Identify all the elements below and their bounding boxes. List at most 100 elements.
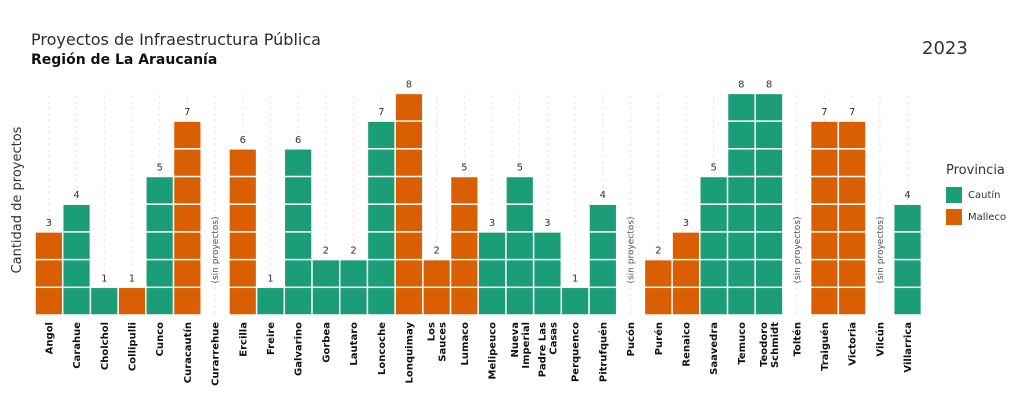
waffle-cell bbox=[146, 204, 173, 232]
waffle-cell bbox=[534, 288, 561, 315]
waffle-cell bbox=[589, 232, 616, 259]
x-tick-label: Lautaro bbox=[349, 322, 360, 366]
x-tick-label: Saavedra bbox=[709, 322, 720, 375]
waffle-cell bbox=[811, 232, 838, 259]
waffle-cell bbox=[728, 232, 755, 259]
x-tick-label: TeodoroSchmidt bbox=[759, 322, 781, 368]
waffle-cell bbox=[174, 121, 201, 149]
waffle-cell bbox=[35, 260, 62, 287]
data-label: 6 bbox=[295, 135, 301, 146]
x-tick-label: Curarrehue bbox=[211, 322, 222, 386]
x-tick-label: NuevaImperial bbox=[510, 322, 532, 369]
waffle-cell bbox=[894, 288, 921, 315]
x-tick-label: Curacautín bbox=[182, 322, 194, 383]
x-tick-label: Gorbea bbox=[321, 322, 332, 363]
legend-title: Provincia bbox=[946, 163, 1005, 178]
waffle-cell bbox=[534, 260, 561, 287]
waffle-cell bbox=[506, 204, 533, 232]
data-label: 5 bbox=[517, 163, 523, 174]
waffle-cell bbox=[423, 260, 450, 287]
x-tick-label: Padre LasCasas bbox=[537, 322, 559, 377]
waffle-cell bbox=[672, 288, 700, 315]
waffle-cell bbox=[229, 149, 256, 176]
waffle-cell bbox=[755, 204, 783, 232]
data-label: 1 bbox=[267, 273, 273, 284]
waffle-cell bbox=[506, 177, 533, 204]
x-tick-label: Lumaco bbox=[460, 322, 471, 366]
waffle-cell bbox=[672, 232, 700, 259]
waffle-cell bbox=[755, 177, 783, 204]
waffle-cell bbox=[146, 260, 173, 287]
waffle-cell bbox=[368, 288, 395, 315]
data-label: 5 bbox=[156, 163, 162, 174]
data-label: 8 bbox=[766, 79, 772, 90]
waffle-cell bbox=[728, 177, 755, 204]
waffle-cell bbox=[63, 288, 90, 315]
waffle-cell bbox=[63, 260, 90, 287]
waffle-cell bbox=[811, 121, 838, 149]
waffle-cell bbox=[368, 260, 395, 287]
waffle-cell bbox=[174, 149, 201, 176]
waffle-cell bbox=[894, 260, 921, 287]
waffle-cell bbox=[811, 260, 838, 287]
data-label: 2 bbox=[323, 246, 329, 257]
waffle-cell bbox=[229, 177, 256, 204]
waffle-cell bbox=[395, 260, 423, 287]
waffle-cell bbox=[728, 260, 755, 287]
waffle-cell bbox=[35, 232, 62, 259]
waffle-cell bbox=[755, 94, 783, 121]
data-label: 8 bbox=[406, 79, 412, 90]
waffle-cell bbox=[700, 232, 727, 259]
legend: Provincia Cautín Malleco bbox=[946, 163, 1006, 228]
no-data-label: (sin proyectos) bbox=[627, 216, 637, 283]
waffle-cell bbox=[285, 288, 312, 315]
waffle-cell bbox=[589, 288, 616, 315]
x-tick-label: Loncoche bbox=[377, 322, 388, 375]
data-label: 5 bbox=[461, 163, 467, 174]
waffle-cell bbox=[562, 288, 589, 315]
x-tick-label: Victoria bbox=[848, 322, 859, 366]
year-label: 2023 bbox=[922, 38, 968, 59]
waffle-cell bbox=[35, 288, 62, 315]
waffle-cell bbox=[340, 288, 367, 315]
x-tick-label: Traiguén bbox=[819, 322, 831, 371]
chart-subtitle: Región de La Araucanía bbox=[31, 52, 218, 68]
waffle-cell bbox=[672, 260, 700, 287]
data-label: 4 bbox=[73, 190, 79, 201]
data-label: 2 bbox=[350, 246, 356, 257]
waffle-cell bbox=[506, 232, 533, 259]
waffle-cell bbox=[811, 177, 838, 204]
waffle-cell bbox=[755, 260, 783, 287]
waffle-cell bbox=[229, 260, 256, 287]
data-label: 6 bbox=[240, 135, 246, 146]
data-label: 1 bbox=[572, 273, 578, 284]
legend-swatch-cautin bbox=[946, 187, 962, 203]
waffle-cell bbox=[118, 288, 146, 315]
waffle-cell bbox=[839, 177, 866, 204]
x-tick-label: Freire bbox=[266, 322, 277, 355]
x-tick-label: Galvarino bbox=[294, 322, 305, 376]
waffle-cell bbox=[894, 232, 921, 259]
waffle-cell bbox=[174, 204, 201, 232]
waffle-cell bbox=[451, 260, 478, 287]
waffle-cell bbox=[146, 177, 173, 204]
data-label: 1 bbox=[129, 273, 135, 284]
legend-item-cautin: Cautín bbox=[946, 184, 1006, 206]
x-tick-label: Cholchol bbox=[100, 322, 111, 370]
waffle-cell bbox=[368, 121, 395, 149]
x-tick-label: Vilcún bbox=[874, 322, 886, 357]
x-tick-label: Lonquimay bbox=[404, 322, 415, 384]
waffle-cell bbox=[146, 232, 173, 259]
data-label: 5 bbox=[710, 163, 716, 174]
waffle-cell bbox=[728, 149, 755, 176]
waffle-cell bbox=[368, 177, 395, 204]
waffle-cell bbox=[229, 288, 256, 315]
waffle-cell bbox=[174, 260, 201, 287]
waffle-cell bbox=[63, 232, 90, 259]
data-label: 3 bbox=[683, 218, 689, 229]
x-tick-label: Temuco bbox=[737, 322, 748, 365]
waffle-cell bbox=[368, 149, 395, 176]
waffle-cell bbox=[451, 232, 478, 259]
data-label: 7 bbox=[378, 107, 384, 118]
